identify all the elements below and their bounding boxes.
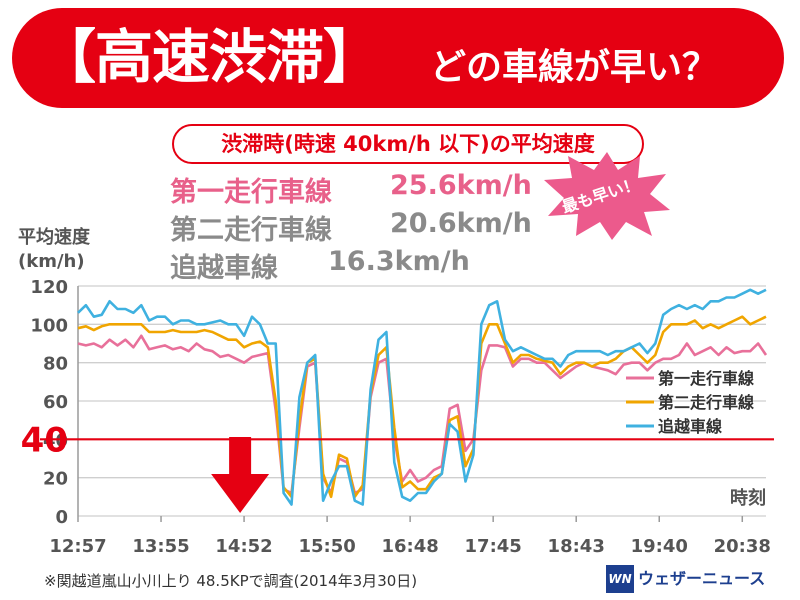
- average-passing-lane-value: 16.3km/h: [328, 246, 470, 277]
- y-tick-label-60: 60: [43, 392, 68, 413]
- average-lane-1-name: 第一走行車線: [170, 177, 332, 208]
- weathernews-logo-text: ウェザーニュース: [638, 569, 766, 588]
- y-tick-label-120: 120: [30, 277, 68, 298]
- average-lane-2: 第二走行車線 20.6km/h: [170, 208, 532, 247]
- y-tick-label-40: 40: [43, 430, 68, 451]
- series-line-1: [77, 315, 767, 499]
- fastest-badge-starburst: [544, 152, 670, 240]
- x-tick-label-3: 15:50: [298, 536, 355, 557]
- average-lane-2-name: 第二走行車線: [170, 215, 332, 246]
- y-axis-label-line-2: (km/h): [18, 251, 85, 272]
- x-tick-label-5: 17:45: [465, 536, 522, 557]
- y-tick-label-100: 100: [30, 315, 68, 336]
- weathernews-logo-mark: WN: [606, 565, 634, 593]
- x-tick-label-8: 20:38: [714, 536, 771, 557]
- reference-line-label: 40: [21, 420, 68, 460]
- x-tick-label-6: 18:43: [548, 536, 605, 557]
- average-passing-lane: 追越車線 16.3km/h: [170, 246, 470, 285]
- x-tick-label-0: 12:57: [49, 536, 106, 557]
- y-tick-label-80: 80: [43, 354, 68, 375]
- x-tick-label-4: 16:48: [381, 536, 438, 557]
- series-line-2: [77, 288, 767, 506]
- y-tick-label-20: 20: [43, 469, 68, 490]
- chart-subtitle: 渋滞時(時速 40km/h 以下)の平均速度: [221, 132, 595, 156]
- weathernews-logo: WN ウェザーニュース: [606, 565, 794, 593]
- footnote: ※関越道嵐山小川上り 48.5KPで調査(2014年3月30日): [44, 572, 418, 590]
- y-axis-label: 平均速度 (km/h): [18, 226, 90, 274]
- y-tick-label-0: 0: [55, 507, 68, 528]
- subtitle-pill: 渋滞時(時速 40km/h 以下)の平均速度: [172, 124, 644, 164]
- x-tick-label-2: 14:52: [215, 536, 272, 557]
- legend-label-1: 第二走行車線: [658, 393, 754, 412]
- average-lane-2-value: 20.6km/h: [390, 208, 532, 239]
- page-title-question: どの車線が早い？: [430, 47, 719, 88]
- page-title: 【高速渋滞】: [38, 23, 381, 91]
- x-tick-label-7: 19:40: [631, 536, 688, 557]
- legend-label-2: 追越車線: [658, 417, 722, 436]
- x-tick-label-1: 13:55: [132, 536, 189, 557]
- title-banner: [12, 8, 784, 108]
- average-lane-1-value: 25.6km/h: [390, 170, 532, 201]
- legend-label-0: 第一走行車線: [658, 369, 754, 388]
- average-lane-1: 第一走行車線 25.6km/h: [170, 170, 532, 209]
- down-arrow-annotation: [211, 437, 270, 513]
- x-axis-title: 時刻: [730, 487, 766, 509]
- series-line-0: [77, 334, 768, 495]
- y-axis-label-line-1: 平均速度: [18, 227, 90, 248]
- average-passing-lane-name: 追越車線: [170, 253, 278, 284]
